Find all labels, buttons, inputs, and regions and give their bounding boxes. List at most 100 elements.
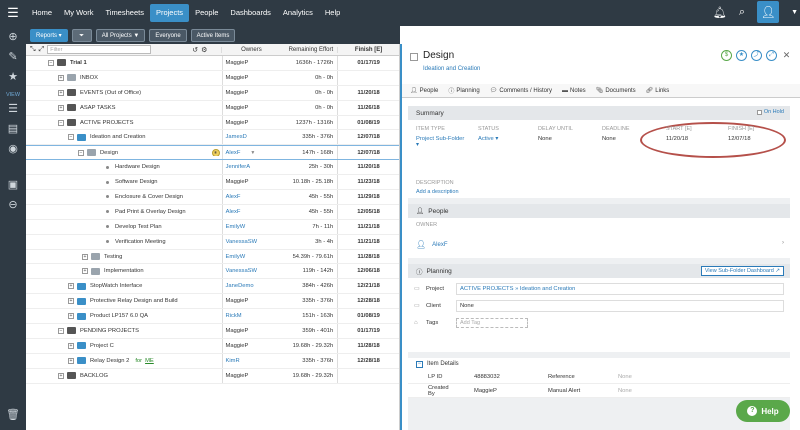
owner-field[interactable]: 👤︎ AlexF [416,240,448,249]
collapse-icon[interactable]: − [58,119,64,126]
tab-comments[interactable]: 💬︎ Comments / History [490,87,552,95]
item-details-heading[interactable]: − Item Details [408,358,790,370]
table-row[interactable]: + BACKLOG MaggieP 19.68h - 29.32h [26,368,399,384]
table-row[interactable]: + Product LP157 6.0 QA RickM 151h - 163h … [26,309,399,325]
remove-icon[interactable]: ⊖ [8,198,18,211]
expand-icon[interactable]: + [82,268,88,275]
row-owner[interactable]: RickM [221,309,278,324]
pencil-icon[interactable]: ✎ [8,50,18,63]
filter-input[interactable]: Filter [47,45,152,54]
table-row[interactable]: + ASAP TASKS MaggieP 0h - 0h 11/26/18 [26,100,399,116]
col-owners[interactable]: Owners [221,46,277,53]
nav-timesheets[interactable]: Timesheets [105,8,144,17]
nav-help[interactable]: Help [324,8,341,17]
row-owner[interactable]: AlexF [221,190,278,204]
expand-icon[interactable]: + [58,372,64,379]
table-row-selected[interactable]: − Design ⏸ AlexF ▼ 147h - 168h 12/07/18 [26,145,399,161]
collapse-icon[interactable]: − [78,149,84,156]
table-row[interactable]: − Ideation and Creation JamesD 335h - 376… [26,130,399,146]
expand-icon[interactable]: + [68,342,74,349]
table-row[interactable]: + EVENTS (Out of Office) MaggieP 0h - 0h … [26,85,399,101]
all-projects-dropdown[interactable]: All Projects ▼ [95,28,146,42]
expand-icon[interactable]: + [68,313,74,320]
nav-projects[interactable]: Projects [149,4,190,22]
expand-all-icon[interactable]: ⤢ [38,45,45,53]
bell-icon[interactable]: 🔔︎ [712,6,727,19]
view-dashboard-button[interactable]: View Sub-Folder Dashboard ↗ [700,266,784,276]
timer-icon[interactable]: $ [721,50,732,61]
complete-checkbox[interactable] [410,53,418,61]
share-icon[interactable]: ⤴ [751,50,762,61]
collapse-all-icon[interactable]: ⤡ [30,45,36,53]
add-tag-input[interactable]: Add Tag [456,317,528,328]
filter-icon[interactable]: ⏷ [71,28,92,42]
deadline-value[interactable]: None [602,136,616,142]
help-button[interactable]: ? Help [736,400,790,422]
tab-documents[interactable]: 📎︎ Documents [596,87,636,95]
tab-notes[interactable]: ▬ Notes [562,88,586,94]
manual-alert-value[interactable]: None [618,387,632,394]
row-owner[interactable]: VanessaSW [221,234,278,249]
trash-icon[interactable]: 🗑︎ [6,408,20,421]
row-owner[interactable]: KimR [221,353,278,368]
board-view-icon[interactable]: ▤ [7,122,19,135]
row-owner[interactable]: JaneDemo [221,279,278,294]
row-owner[interactable]: EmilyW [221,219,278,234]
table-row[interactable]: + Project C MaggieP 19.68h - 29.32h 11/28… [26,338,399,354]
undo-icon[interactable]: ↺ [192,46,199,54]
delay-until-value[interactable]: None [538,136,552,142]
nav-home[interactable]: Home [32,8,53,17]
expand-icon[interactable]: + [58,74,64,81]
table-row[interactable]: + INBOX MaggieP 0h - 0h [26,70,399,86]
on-hold-toggle-icon[interactable]: ⏸ [211,149,220,157]
collapse-icon[interactable]: − [58,327,64,334]
nav-people[interactable]: People [195,8,219,17]
nav-analytics[interactable]: Analytics [282,8,313,17]
client-field[interactable]: None [456,299,784,312]
expand-icon[interactable]: + [68,283,74,290]
tab-planning[interactable]: ⓘ Planning [448,86,479,96]
row-owner[interactable]: VanessaSW [221,264,278,279]
menu-icon[interactable]: ☰ [7,5,19,20]
on-hold-toggle[interactable]: On Hold [756,109,784,115]
table-row[interactable]: + StopWatch Interface JaneDemo 384h - 426… [26,279,399,295]
expand-icon[interactable]: + [68,298,74,305]
table-row[interactable]: − ACTIVE PROJECTS MaggieP 1237h - 1316h 0… [26,115,399,131]
star-icon[interactable]: ★ [736,50,747,61]
briefcase-icon[interactable]: ▣ [7,178,19,191]
avatar[interactable]: 👤︎ [757,1,780,23]
chevron-down-icon[interactable]: ▼ [791,8,798,16]
collapse-icon[interactable]: − [416,360,423,368]
star-icon[interactable]: ★ [8,70,18,83]
for-me-link[interactable]: ME [145,357,154,364]
table-row[interactable]: Verification Meeting VanessaSW 3h - 4h 1… [26,234,399,250]
expand-icon[interactable]: + [68,357,74,364]
table-row[interactable]: Enclosure & Cover Design AlexF 45h - 55h… [26,190,399,205]
chevron-down-icon[interactable]: ▼ [250,149,256,156]
settings-gear-icon[interactable]: ⚙ [201,46,208,54]
table-row[interactable]: + Testing EmilyW 54.39h - 79.61h 11/28/18 [26,249,399,265]
item-type-dropdown[interactable]: Project Sub-Folder ▾ [416,136,465,148]
row-owner[interactable]: JamesD [221,130,278,145]
expand-icon[interactable]: + [58,89,64,96]
on-hold-checkbox[interactable] [756,109,762,115]
table-row[interactable]: + Implementation VanessaSW 119h - 142h 12… [26,264,399,280]
add-icon[interactable]: ⊕ [8,30,18,43]
active-items-filter[interactable]: Active Items [190,28,236,42]
table-row[interactable]: Pad Print & Overlay Design AlexF 45h - 5… [26,204,399,220]
refresh-icon[interactable]: ◉ [8,142,18,155]
table-row[interactable]: Hardware Design JenniferA 25h - 30h 11/2… [26,160,399,176]
project-path-field[interactable]: ACTIVE PROJECTS » Ideation and Creation [456,282,784,295]
col-remaining-effort[interactable]: Remaining Effort [288,46,334,53]
collapse-icon[interactable]: − [68,134,74,141]
reports-button[interactable]: Reports ▾ [30,28,68,42]
breadcrumb[interactable]: Ideation and Creation [423,66,481,72]
collapse-icon[interactable]: − [48,59,54,66]
row-owner[interactable]: EmilyW [221,249,278,264]
tab-links[interactable]: 🔗︎ Links [646,87,670,95]
reference-value[interactable]: None [618,373,632,380]
owner-name[interactable]: AlexF [432,241,448,248]
chevron-right-icon[interactable]: › [782,240,784,246]
everyone-filter[interactable]: Everyone [149,28,187,42]
nav-my-work[interactable]: My Work [64,8,94,17]
